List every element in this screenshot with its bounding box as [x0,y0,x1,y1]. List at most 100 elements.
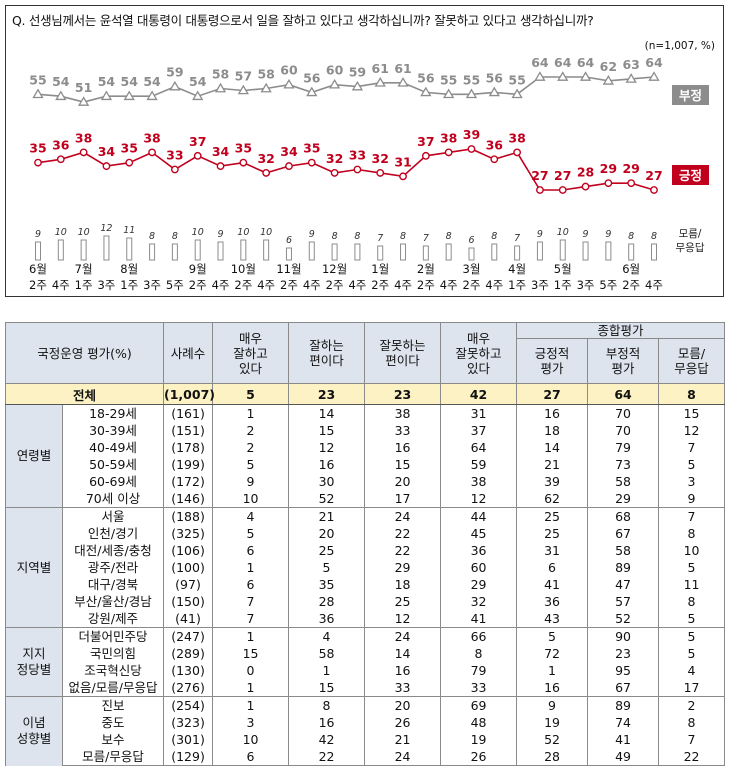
bar-label: 9 [583,229,589,240]
data-point [557,71,569,81]
data-point [625,73,637,83]
cell: 20 [364,696,442,714]
data-label: 32 [326,151,343,166]
x-tick-week: 4주 [52,278,70,292]
cell: 8 [658,593,726,610]
cell: 19 [516,714,589,731]
data-label: 64 [531,55,549,70]
header-very-bad: 매우 잘못하고 있다 [440,322,518,384]
table-group: 이념 성향별 진보 (254) 1 8 20 69 9 89 2 중도 (323) 3 16 26 48 19 74… [5,696,726,766]
data-point [283,78,295,89]
bar [628,243,635,261]
row-label: 없음/모름/무응답 [61,679,165,697]
legend-negative-bg [672,85,709,105]
cell: 6 [212,576,290,593]
data-point [602,75,615,85]
bar [536,241,543,261]
data-point [558,186,567,194]
cell: 64 [587,383,660,405]
x-tick-week: 3주 [143,278,161,292]
data-label: 61 [394,61,411,76]
x-tick-month: 9월 [189,262,207,276]
x-tick-month: 7월 [75,262,93,276]
bar-label: 7 [423,233,429,244]
cell: 7 [212,610,290,628]
data-point [648,71,660,81]
data-label: 28 [577,165,594,180]
cell: 15 [212,645,290,662]
cell: 38 [440,473,518,490]
data-point [307,158,316,167]
data-label: 55 [508,72,525,87]
data-point [374,76,386,87]
cell: 28 [516,748,589,766]
table-row: 광주/전라 (100) 1 5 29 60 6 89 5 [6,559,726,576]
data-label: 62 [600,59,617,74]
legend-unknown: 모름/ [679,228,702,240]
data-point [444,148,453,157]
group-label: 지지 정당별 [5,627,63,697]
cell: 24 [364,748,442,766]
cell: 25 [516,507,589,525]
cell: 10 [212,731,290,748]
bar [35,241,41,261]
x-tick-week: 2주 [29,278,47,292]
cell: 67 [587,525,660,542]
bar-label: 9 [217,229,223,240]
bar [605,241,612,261]
data-point [581,182,590,191]
cell: 1 [212,627,290,645]
table-row: 연령별 18-29세 (161) 1 14 38 31 16 70 15 [5,404,726,508]
header-good: 잘하는 편이다 [288,322,366,384]
data-point [328,78,341,89]
cell: 16 [364,439,442,456]
bar-label: 10 [55,227,67,238]
data-label: 60 [326,63,344,78]
cell: (129) [163,748,214,766]
x-tick-month: 2월 [417,262,435,276]
data-point [239,158,248,167]
cell: (100) [163,559,214,576]
cell: 23 [288,383,366,405]
x-tick-month: 6월 [29,262,47,276]
header-sample: 사례수 [163,322,214,384]
data-label: 33 [166,148,183,163]
table-row: 부산/울산/경남 (150) 7 28 25 32 36 57 8 [6,593,726,610]
data-point [513,148,522,157]
cell: 11 [658,576,726,593]
cell: (151) [163,422,214,439]
row-label: 전체 [4,383,165,405]
bar [171,243,178,261]
cell: 18 [364,576,442,593]
cell: 95 [587,662,660,679]
legend-positive: 긍정 [679,168,702,183]
cell: (247) [163,627,214,645]
approval-trend-chart: Q. 선생님께서는 윤석열 대통령이 대통령으로서 일을 잘하고 있다고 생각하… [5,5,724,297]
sample-size-note: (n=1,007, %) [644,40,715,52]
cell: 15 [288,679,366,697]
cell: 14 [364,645,442,662]
cell: 1 [212,559,290,576]
x-tick-month: 10월 [231,262,256,276]
cell: 1 [212,696,290,714]
bar-label: 8 [332,231,338,242]
data-point [627,179,636,188]
cell: 41 [587,731,660,748]
cell: 22 [364,525,442,542]
cell: 14 [516,439,589,456]
data-point [604,179,613,188]
cell: 47 [587,576,660,593]
cell: 66 [440,627,518,645]
data-point [262,169,271,177]
table-row: 보수 (301) 10 42 21 19 52 41 7 [6,731,726,748]
data-label: 64 [554,55,572,70]
cell: 36 [516,593,589,610]
cell: 58 [288,645,366,662]
data-label: 36 [486,137,504,152]
data-point [511,88,523,99]
table-row: 모름/무응답 (129) 6 22 24 26 28 49 22 [6,748,726,766]
cell: 1 [212,404,290,422]
cell: 79 [440,662,518,679]
cell: 31 [516,542,589,559]
x-tick-month: 6월 [622,262,640,276]
